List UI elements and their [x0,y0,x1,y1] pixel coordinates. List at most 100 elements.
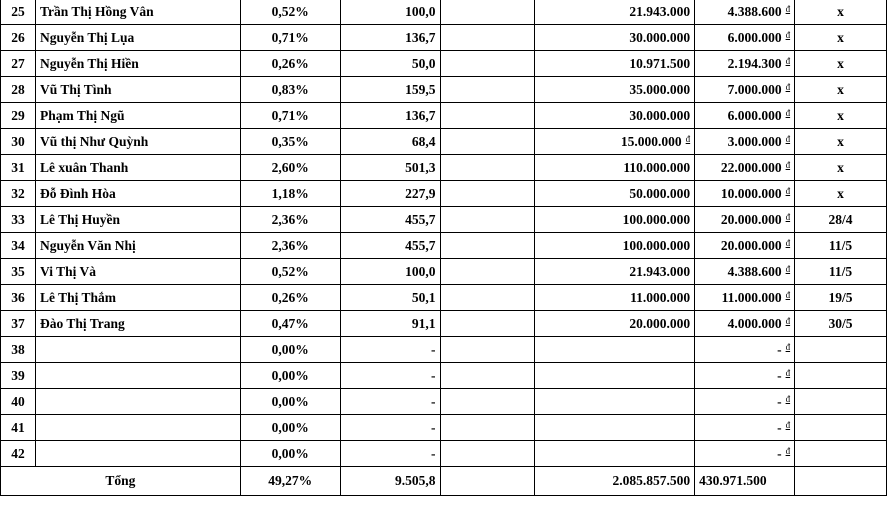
total-percent: 49,27% [239,466,341,496]
row-percent: 2,60% [239,154,341,181]
row-percent: 0,71% [239,24,341,51]
row-blank-cell [439,154,536,181]
currency-suffix: đ [785,211,791,222]
row-amount: 15.000.000 đ [534,128,696,155]
row-value-text: - [431,445,436,461]
row-blank-cell [439,440,536,467]
row-number: 37 [0,310,36,337]
row-amount: 21.943.000 [534,258,696,285]
row-amount: 110.000.000 [534,154,696,181]
row-value: - [339,362,441,389]
row-paid: -đ [694,336,796,363]
row-number-text: 41 [11,419,25,435]
table-row: 38 0,00% - - đ [0,336,887,363]
currency-suffix: đ [785,55,791,66]
table-row: 40 0,00% - - đ [0,388,887,415]
row-amount-text: 30.000.000 [629,107,691,123]
row-paid-text: 20.000.000 [720,237,782,253]
row-amount-text: 100.000.000 [622,211,691,227]
row-amount-text: 30.000.000 [629,29,691,45]
row-name: Vũ Thị Tình [34,76,241,103]
row-percent: 0,00% [239,440,341,467]
row-number-text: 31 [11,159,25,175]
row-number-text: 36 [11,289,25,305]
row-blank-cell [439,76,536,103]
row-percent-text: 0,52% [271,3,309,19]
row-blank-cell [439,362,536,389]
row-name-text: Lê Thị Thắm [39,289,116,305]
row-percent: 0,00% [239,414,341,441]
row-percent: 0,71% [239,102,341,129]
row-number-text: 28 [11,81,25,97]
row-paid-text: - [777,393,782,409]
row-name: Lê Thị Huyền [34,206,241,233]
total-value: 9.505,8 [339,466,441,496]
row-name-text: Lê Thị Huyền [39,211,120,227]
row-name: Đỗ Đình Hòa [34,180,241,207]
currency-suffix: đ [785,185,791,196]
row-paid: 20.000.000 đ [694,206,796,233]
row-value-text: 100,0 [405,3,436,19]
table-row: 33 Lê Thị Huyền 2,36% 455,7 100.000.000 20.00… [0,206,887,233]
row-note [794,414,887,441]
row-value: - [339,414,441,441]
total-blank-cell [439,466,536,496]
row-percent-text: 2,60% [271,159,309,175]
row-note: x [794,50,887,77]
currency-suffix: đ [785,341,791,352]
row-paid: 22.000.000 đ [694,154,796,181]
row-number: 42 [0,440,36,467]
row-percent: 2,36% [239,206,341,233]
row-amount: 100.000.000 [534,206,696,233]
contribution-table: 25 Trần Thị Hồng Vân 0,52% 100,0 21.943.000 4… [0,0,887,496]
row-value-text: 136,7 [405,107,436,123]
row-percent-text: 0,52% [271,263,309,279]
row-number-text: 32 [11,185,25,201]
row-value: 50,1 [339,284,441,311]
row-paid-text: 11.000.000 [721,289,782,305]
row-note: 11/5 [794,258,887,285]
row-amount [534,336,696,363]
row-name [34,440,241,467]
currency-suffix: đ [785,237,791,248]
row-paid-text: - [777,419,782,435]
row-name-text: Đỗ Đình Hòa [39,185,116,201]
table-body: 25 Trần Thị Hồng Vân 0,52% 100,0 21.943.000 4… [0,0,887,467]
row-value-text: 227,9 [405,185,436,201]
row-value-text: 50,1 [411,289,436,305]
row-percent: 0,83% [239,76,341,103]
row-paid-text: 20.000.000 [720,211,782,227]
row-name: Vũ thị Như Quỳnh [34,128,241,155]
row-number: 30 [0,128,36,155]
row-value-text: 455,7 [405,237,436,253]
row-number-text: 35 [11,263,25,279]
row-note: 19/5 [794,284,887,311]
row-number-text: 25 [11,3,25,19]
row-name: Vi Thị Và [34,258,241,285]
row-paid-text: 4.388.600 [727,263,782,279]
table-row: 31 Lê xuân Thanh 2,60% 501,3 110.000.000 22.0… [0,154,887,181]
currency-suffix: đ [685,133,691,144]
row-blank-cell [439,336,536,363]
row-paid-text: 2.194.300 [727,55,782,71]
row-number-text: 29 [11,107,25,123]
row-value: 159,5 [339,76,441,103]
row-name: Nguyễn Thị Lụa [34,24,241,51]
row-number: 27 [0,50,36,77]
row-paid-text: 6.000.000 [727,29,782,45]
row-number: 35 [0,258,36,285]
row-number-text: 27 [11,55,25,71]
row-amount [534,440,696,467]
row-number: 25 [0,0,36,25]
row-percent-text: 2,36% [271,237,309,253]
row-value-text: - [431,367,436,383]
row-percent: 0,52% [239,258,341,285]
row-value: - [339,440,441,467]
row-note-text: x [837,185,844,201]
row-note-text: x [837,3,844,19]
total-row: Tổng 49,27% 9.505,8 2.085.857.500 430.97… [0,466,887,496]
row-amount: 35.000.000 [534,76,696,103]
row-blank-cell [439,102,536,129]
row-number: 39 [0,362,36,389]
row-percent: 0,35% [239,128,341,155]
